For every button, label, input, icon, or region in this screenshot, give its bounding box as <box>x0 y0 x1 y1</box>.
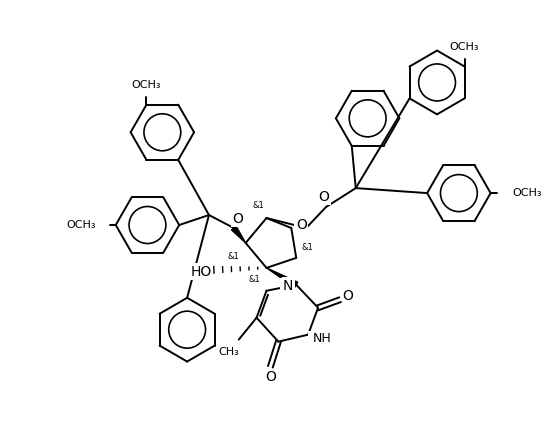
Text: O: O <box>296 218 307 232</box>
Text: &1: &1 <box>228 252 240 261</box>
Text: NH: NH <box>310 333 331 347</box>
Text: O: O <box>233 211 244 225</box>
Text: OCH₃: OCH₃ <box>450 42 479 52</box>
Text: NH: NH <box>312 332 332 345</box>
Text: N: N <box>283 279 294 293</box>
Text: CH₃: CH₃ <box>218 347 239 357</box>
Text: O: O <box>232 212 243 226</box>
Text: OCH₃: OCH₃ <box>67 220 96 230</box>
Polygon shape <box>232 226 246 243</box>
Text: O: O <box>342 289 353 303</box>
Text: N: N <box>281 280 292 294</box>
Text: HO: HO <box>191 265 212 279</box>
Text: &1: &1 <box>301 243 313 252</box>
Text: &1: &1 <box>249 276 261 284</box>
Text: OCH₃: OCH₃ <box>513 188 542 198</box>
Text: OCH₃: OCH₃ <box>132 80 161 90</box>
Text: O: O <box>318 190 329 204</box>
Polygon shape <box>267 268 298 288</box>
Text: &1: &1 <box>252 201 265 210</box>
Text: O: O <box>317 189 328 203</box>
Text: O: O <box>265 370 276 383</box>
